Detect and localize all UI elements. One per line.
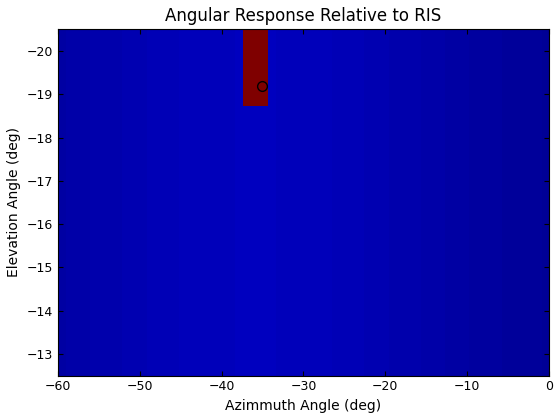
Title: Angular Response Relative to RIS: Angular Response Relative to RIS bbox=[165, 7, 441, 25]
X-axis label: Azimmuth Angle (deg): Azimmuth Angle (deg) bbox=[225, 399, 381, 413]
Y-axis label: Elevation Angle (deg): Elevation Angle (deg) bbox=[7, 127, 21, 278]
